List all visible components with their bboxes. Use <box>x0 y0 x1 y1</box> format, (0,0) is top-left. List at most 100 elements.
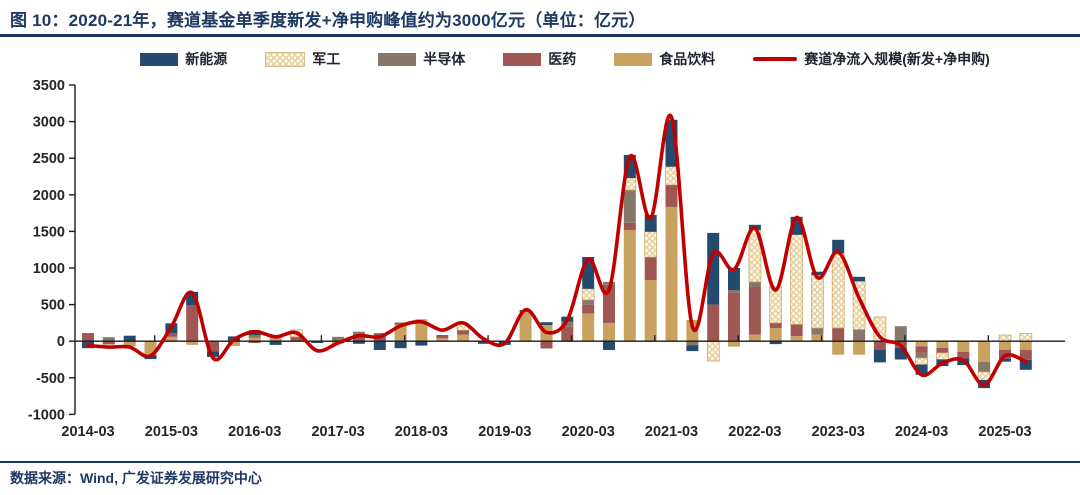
bar-segment-pharma <box>248 341 261 343</box>
semiconductor-swatch <box>378 52 417 66</box>
bar-segment-pharma <box>186 305 199 342</box>
x-axis-tick-label: 2018-03 <box>395 424 448 440</box>
bar-segment-new-energy <box>894 347 907 360</box>
legend-item-food-beverage: 食品饮料 <box>614 49 715 69</box>
bar-segment-semiconductor <box>686 341 699 346</box>
bar-segment-pharma <box>352 336 365 342</box>
bar-segment-pharma <box>82 333 94 342</box>
bar-segment-food-beverage <box>790 336 803 342</box>
x-axis-tick-label: 2015-03 <box>145 424 198 440</box>
bar-segment-pharma <box>873 341 886 350</box>
legend-label: 医药 <box>548 51 577 67</box>
legend-item-net-inflow-line: 赛道净流入规模(新发+净申购) <box>753 49 990 69</box>
bar-segment-food-beverage <box>936 341 949 348</box>
y-axis-tick-label: -500 <box>36 371 65 387</box>
bar-segment-pharma <box>290 336 303 342</box>
bar-segment-food-beverage <box>623 229 636 342</box>
bar-segment-new-energy <box>853 276 866 282</box>
bar-segment-food-beverage <box>436 338 449 342</box>
bar-segment-military <box>915 357 928 365</box>
bar-segment-pharma <box>707 304 720 342</box>
bar-segment-food-beverage <box>227 341 240 346</box>
bar-segment-military <box>936 352 949 360</box>
legend-label: 赛道净流入规模(新发+净申购) <box>804 51 990 67</box>
y-axis-tick-label: 3000 <box>33 115 65 131</box>
bar-segment-military <box>977 371 991 381</box>
bar-segment-semiconductor <box>728 290 740 293</box>
bar-segment-pharma <box>748 287 761 335</box>
bar-segment-food-beverage <box>415 319 428 342</box>
figure-title: 图 10：2020-21年，赛道基金单季度新发+净申购峰值约为3000亿元（单位… <box>10 11 646 30</box>
x-axis-tick-label: 2014-03 <box>61 424 114 440</box>
bar-segment-new-energy <box>686 345 699 352</box>
bar-segment-semiconductor <box>748 281 761 287</box>
x-axis-tick-label: 2023-03 <box>812 424 865 440</box>
bar-segment-semiconductor <box>582 299 595 305</box>
x-axis-tick-label: 2024-03 <box>895 424 948 440</box>
bar-segment-new-energy <box>207 351 219 357</box>
bar-segment-semiconductor <box>978 361 991 372</box>
legend-label: 半导体 <box>423 51 466 67</box>
bar-segment-pharma <box>561 326 574 342</box>
bar-segment-pharma <box>207 341 219 352</box>
bar-segment-food-beverage <box>957 341 970 352</box>
legend-item-pharma: 医药 <box>503 49 576 69</box>
bar-segment-food-beverage <box>248 337 261 342</box>
bar-segment-military <box>665 166 678 186</box>
bar-segment-food-beverage <box>665 206 678 342</box>
bar-segment-food-beverage <box>269 336 282 342</box>
bar-segment-pharma <box>665 184 678 207</box>
y-axis-tick-label: 500 <box>41 298 65 314</box>
bar-segment-military <box>1019 333 1033 342</box>
bar-segment-pharma <box>165 333 178 337</box>
bar-segment-food-beverage <box>457 334 470 342</box>
bar-segment-food-beverage <box>748 334 761 342</box>
bar-segment-semiconductor <box>623 190 636 223</box>
y-axis-tick-label: 3500 <box>33 78 65 94</box>
axis-layer: 3500300025002000150010005000-500-1000201… <box>28 78 1065 440</box>
data-source: 数据来源：Wind, 广发证券发展研究中心 <box>10 470 262 486</box>
legend-item-new-energy: 新能源 <box>140 49 227 69</box>
y-axis-tick-label: -1000 <box>28 407 65 423</box>
bar-segment-food-beverage <box>853 341 866 355</box>
bar-segment-military <box>998 334 1012 342</box>
bar-segment-new-energy <box>540 322 553 326</box>
bar-segment-food-beverage <box>644 280 657 342</box>
x-axis-tick-label: 2017-03 <box>311 424 364 440</box>
bar-segment-new-energy <box>603 341 615 350</box>
x-axis-tick-label: 2016-03 <box>228 424 281 440</box>
bar-segment-new-energy <box>311 341 324 343</box>
bar-segment-food-beverage <box>123 341 136 347</box>
bar-segment-pharma <box>644 257 657 281</box>
bar-segment-military <box>644 231 658 258</box>
net-inflow-line-swatch <box>753 57 798 61</box>
bar-segment-food-beverage <box>832 341 845 355</box>
bars-layer <box>82 119 1033 389</box>
bar-segment-new-energy <box>478 341 490 344</box>
bar-segment-semiconductor <box>853 329 866 342</box>
chart-legend: 新能源 军工 半导体 医药 食品饮料 赛道净流入规模(新发+净申购) <box>70 50 1060 68</box>
bar-segment-semiconductor <box>811 328 824 335</box>
x-axis-tick-label: 2019-03 <box>478 424 531 440</box>
bar-segment-new-energy <box>269 341 282 345</box>
y-axis-tick-label: 0 <box>57 334 65 350</box>
title-divider <box>0 34 1080 37</box>
bar-segment-semiconductor <box>915 352 928 358</box>
bar-segment-semiconductor <box>102 337 115 342</box>
bar-segment-pharma <box>832 328 845 342</box>
bar-segment-pharma <box>582 305 595 314</box>
bar-segment-new-energy <box>728 268 740 290</box>
bar-segment-food-beverage <box>728 341 740 347</box>
y-axis-tick-label: 1000 <box>33 261 65 277</box>
bar-segment-semiconductor <box>561 321 574 327</box>
bar-segment-food-beverage <box>186 341 199 345</box>
bar-segment-new-energy <box>769 341 782 345</box>
bar-segment-food-beverage <box>519 311 532 342</box>
bar-segment-pharma <box>957 351 970 359</box>
bar-segment-new-energy <box>415 341 428 346</box>
x-axis-tick-label: 2025-03 <box>978 424 1031 440</box>
bar-segment-military <box>811 274 824 329</box>
legend-label: 新能源 <box>185 51 228 67</box>
bar-segment-food-beverage <box>811 334 824 342</box>
